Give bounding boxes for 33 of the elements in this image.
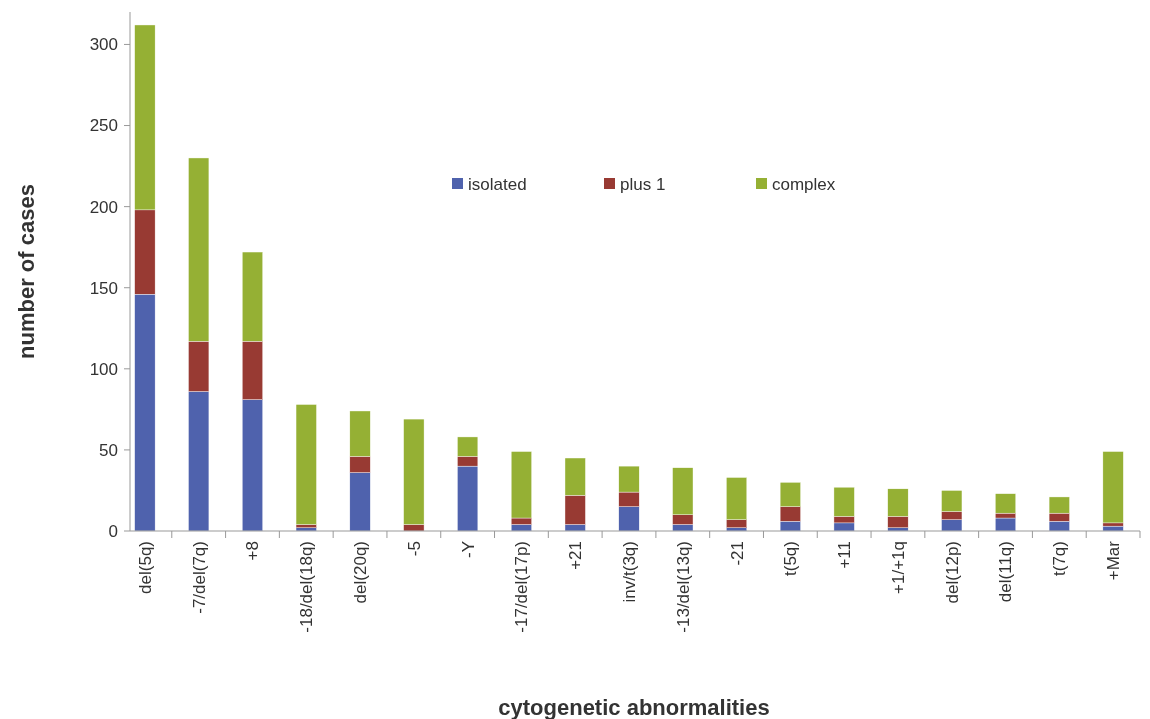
bar: [295, 404, 317, 525]
x-tick-label: -Y: [458, 541, 478, 558]
x-tick-label: +Mar: [1104, 540, 1124, 581]
y-tick-label: 200: [89, 197, 118, 217]
legend-label: complex: [772, 174, 836, 194]
x-tick-label: -13/del(13q): [673, 541, 693, 633]
x-tick-label: del(12p): [942, 541, 962, 604]
y-tick-label: 50: [99, 440, 118, 460]
x-tick-label: -18/del(18q): [297, 541, 317, 633]
x-tick-label: -5: [404, 541, 424, 557]
legend-label: isolated: [468, 174, 527, 194]
x-tick-label: del(11q): [996, 541, 1016, 603]
x-tick-label: del(5q): [135, 541, 155, 594]
x-tick-label: t(7q): [1050, 541, 1070, 576]
x-tick-label: +1/+1q: [888, 541, 908, 594]
x-tick-label: -17/del(17p): [512, 541, 532, 633]
x-tick-label: +11: [835, 541, 855, 569]
x-tick-label: -7/del(7q): [189, 541, 209, 614]
bar: [1102, 451, 1124, 524]
x-axis-title: cytogenetic abnormalities: [498, 695, 770, 719]
y-tick-label: 100: [89, 359, 118, 379]
y-tick-label: 150: [89, 278, 118, 298]
x-tick-label: del(20q): [351, 541, 370, 604]
y-tick-label: 250: [89, 116, 118, 136]
x-tick-label: inv/t(3q): [619, 541, 639, 603]
x-tick-label: -21: [727, 541, 747, 566]
y-tick-label: 0: [108, 521, 118, 541]
x-tick-label: t(5q): [781, 541, 801, 576]
legend-label: plus 1: [620, 174, 666, 194]
x-tick-label: +8: [243, 541, 263, 561]
y-axis-title: number of cases: [14, 184, 39, 359]
y-tick-label: 300: [89, 35, 118, 55]
x-tick-label: +21: [566, 541, 586, 570]
